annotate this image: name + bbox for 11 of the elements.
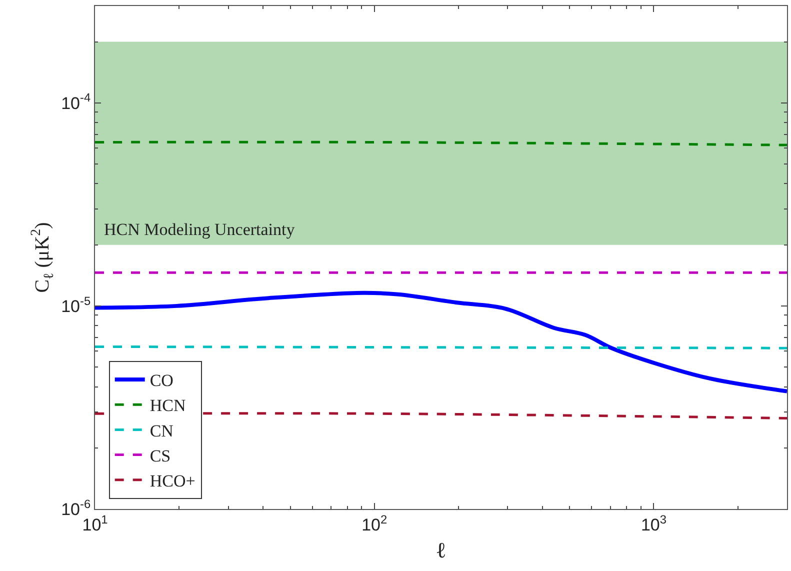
band-label: HCN Modeling Uncertainty	[104, 220, 296, 239]
x-tick-label: 10$^{3}$	[640, 512, 667, 534]
legend-label: CN	[150, 421, 174, 440]
legend-label: CS	[150, 446, 171, 466]
legend-label: HCN	[150, 396, 186, 416]
x-axis-title: ℓ	[436, 537, 446, 562]
legend-label: CO	[150, 371, 174, 390]
y-tick-label: 10$^{-5}$	[61, 294, 91, 316]
y-tick-label: 10$^{-4}$	[61, 90, 91, 113]
x-tick-label: 10$^{2}$	[362, 512, 388, 534]
legend-label: HCO+	[150, 472, 196, 491]
